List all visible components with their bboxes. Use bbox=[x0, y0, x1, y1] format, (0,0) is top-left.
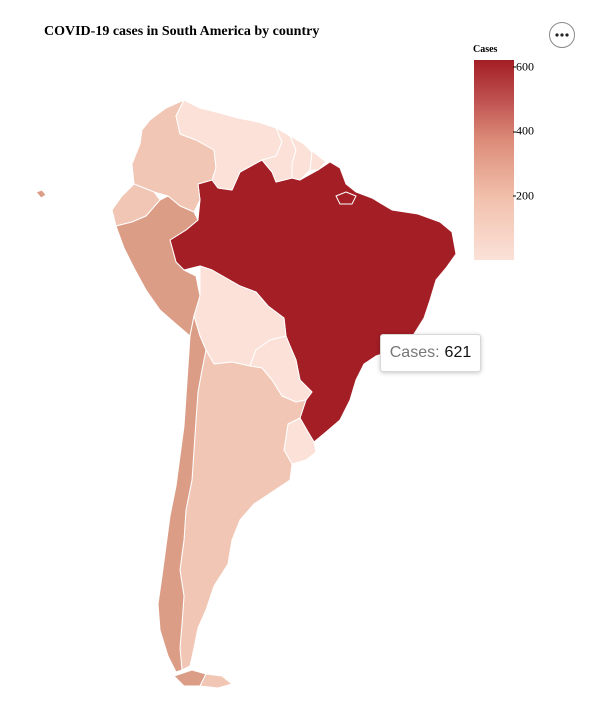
region-peru[interactable] bbox=[115, 195, 201, 337]
legend-tick-200: 200 bbox=[513, 188, 534, 203]
region-brazil-island[interactable] bbox=[335, 191, 357, 205]
region-french-guiana[interactable] bbox=[303, 143, 327, 171]
map-title: COVID-19 cases in South America by count… bbox=[44, 24, 320, 39]
region-galapagos[interactable] bbox=[35, 189, 47, 199]
region-tierra-del-fuego-argentina[interactable] bbox=[199, 673, 233, 689]
region-venezuela[interactable] bbox=[175, 99, 283, 191]
region-suriname[interactable] bbox=[289, 135, 313, 181]
legend-tick-400: 400 bbox=[513, 123, 534, 138]
tooltip-value: 621 bbox=[444, 344, 472, 361]
hover-tooltip: Cases: 621 bbox=[380, 334, 481, 372]
more-options-button[interactable] bbox=[549, 22, 575, 48]
color-legend: Cases 600 400 200 bbox=[473, 44, 543, 274]
more-horizontal-icon bbox=[555, 33, 569, 37]
region-argentina[interactable] bbox=[179, 349, 307, 671]
tooltip-label: Cases: bbox=[389, 344, 440, 361]
region-chile[interactable] bbox=[157, 315, 207, 673]
legend-title: Cases bbox=[473, 44, 498, 55]
legend-tick-600: 600 bbox=[513, 59, 534, 74]
legend-color-bar bbox=[474, 60, 514, 260]
